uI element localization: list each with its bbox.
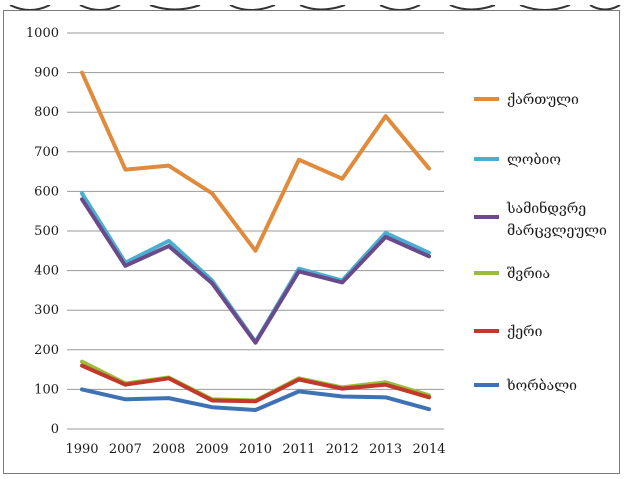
chart-container: 0 100 200 300 400 500 600 700 800 900 1000 1990 200…: [3, 10, 620, 474]
y-tick-label: 800: [34, 105, 59, 120]
x-axis: 1990 2007 2008 2009 2010 2011 2012 2013 2014: [65, 442, 445, 457]
series-line-1: [80, 191, 431, 344]
x-tick-label: 2012: [326, 442, 359, 457]
grid-lines: [67, 32, 444, 430]
x-tick-label: 2010: [239, 442, 272, 457]
series-line-2: [80, 197, 431, 345]
x-tick-label: 2014: [412, 442, 445, 457]
legend-label: ლობიო: [507, 151, 561, 168]
y-tick-label: 100: [34, 382, 59, 397]
y-tick-label: 400: [34, 264, 59, 279]
y-tick-label: 700: [34, 145, 59, 160]
cropped-header-fragment: [0, 0, 624, 10]
series-line-4: [80, 363, 431, 404]
legend-label: ქართული: [507, 91, 579, 108]
series-line-5: [80, 387, 431, 412]
x-tick-label: 1990: [65, 442, 98, 457]
legend-label: შვრია: [507, 265, 550, 282]
series-line-3: [80, 359, 431, 403]
y-tick-label: 0: [51, 422, 59, 437]
legend-label: ქერი: [507, 323, 543, 340]
x-tick-label: 2013: [369, 442, 402, 457]
cropped-text-strokes: [9, 4, 621, 10]
x-tick-label: 2009: [196, 442, 229, 457]
y-axis: 0 100 200 300 400 500 600 700 800 900 1000: [26, 26, 59, 437]
x-tick-label: 2007: [109, 442, 142, 457]
x-tick-label: 2008: [152, 442, 185, 457]
y-tick-label: 300: [34, 303, 59, 318]
series-line-0: [80, 70, 431, 253]
y-tick-label: 500: [34, 224, 59, 239]
y-tick-label: 200: [34, 343, 59, 358]
y-tick-label: 900: [34, 66, 59, 81]
x-tick-label: 2011: [282, 442, 315, 457]
legend: ქართული ლობიო სამინდვრე მარცვლეული შვრია ქერი…: [474, 91, 607, 394]
legend-label: ხორბალი: [506, 377, 577, 394]
legend-label: სამინდვრე მარცვლეული: [506, 199, 607, 239]
line-chart: 0 100 200 300 400 500 600 700 800 900 1000 1990 200…: [26, 26, 607, 457]
y-tick-label: 1000: [26, 26, 59, 41]
series-lines: [80, 70, 431, 412]
y-tick-label: 600: [34, 184, 59, 199]
